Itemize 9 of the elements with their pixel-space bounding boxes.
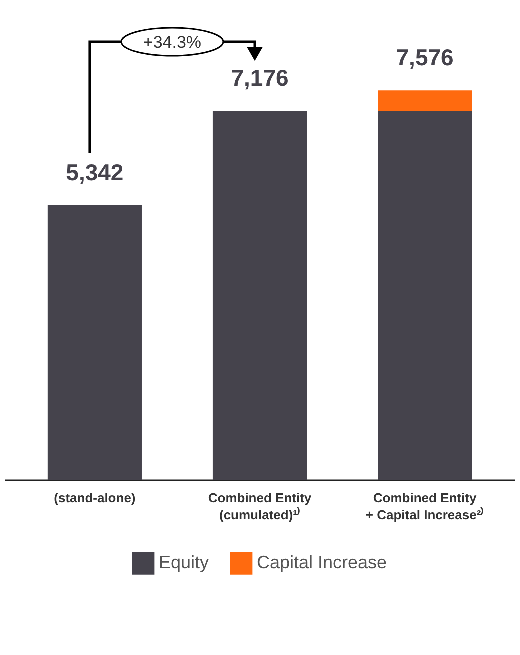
x-tick-label: Combined Entity (cumulated)¹⁾	[208, 490, 312, 522]
total-label: 7,576	[396, 44, 454, 71]
x-tick-label: Combined Entity + Capital Increase²⁾	[366, 490, 484, 522]
data-label: 7,176	[231, 65, 289, 92]
data-label: 5,342	[66, 159, 124, 186]
legend-label: Equity	[159, 552, 210, 573]
text: +34.3%	[143, 33, 202, 52]
legend-label: Capital Increase	[257, 552, 388, 573]
x-tick-label: (stand-alone)	[54, 490, 136, 506]
